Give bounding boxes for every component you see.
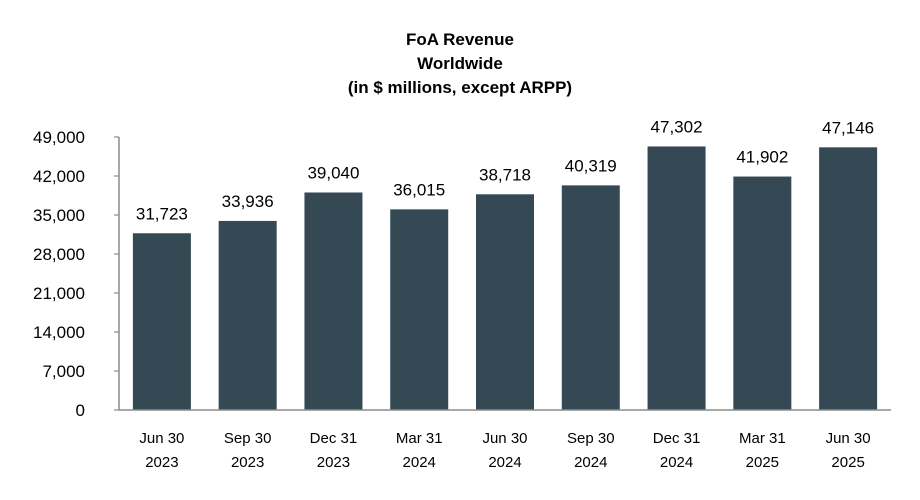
x-tick-label-line-2: 2024 xyxy=(403,454,436,471)
bar xyxy=(218,220,277,410)
x-tick-label-line-1: Jun 30 xyxy=(826,430,871,447)
x-tick-label-line-2: 2024 xyxy=(574,454,607,471)
x-tick-label-line-1: Jun 30 xyxy=(139,430,184,447)
x-tick-label-line-2: 2025 xyxy=(831,454,864,471)
x-tick-label-line-1: Sep 30 xyxy=(567,430,615,447)
x-tick-label-line-1: Sep 30 xyxy=(224,430,272,447)
bar-value-label: 40,319 xyxy=(565,156,617,175)
bar-value-label: 47,146 xyxy=(822,118,874,137)
bar-value-label: 31,723 xyxy=(136,204,188,223)
bar xyxy=(733,176,792,410)
chart-title-line-3: (in $ millions, except ARPP) xyxy=(347,78,573,97)
bar xyxy=(647,146,706,411)
chart-title: FoA Revenue Worldwide (in $ millions, ex… xyxy=(0,28,920,100)
y-tick-label: 0 xyxy=(76,401,85,420)
x-tick-label-line-2: 2024 xyxy=(488,454,521,471)
y-tick-label: 35,000 xyxy=(33,206,85,225)
y-tick-label: 49,000 xyxy=(33,128,85,147)
x-tick-label-line-1: Mar 31 xyxy=(739,430,786,447)
bar-value-label: 33,936 xyxy=(222,192,274,211)
x-tick-label-line-2: 2023 xyxy=(231,454,264,471)
bar-value-label: 36,015 xyxy=(393,180,445,199)
x-tick-label-line-2: 2025 xyxy=(746,454,779,471)
y-tick-label: 42,000 xyxy=(33,167,85,186)
bar xyxy=(304,192,363,410)
y-tick-label: 28,000 xyxy=(33,245,85,264)
x-tick-label-line-1: Dec 31 xyxy=(653,430,701,447)
bar-value-label: 39,040 xyxy=(307,163,359,182)
y-tick-label: 7,000 xyxy=(42,362,85,381)
y-tick-label: 21,000 xyxy=(33,284,85,303)
chart-title-line-1: FoA Revenue xyxy=(405,30,514,49)
bar xyxy=(476,194,534,410)
x-tick-label-line-2: 2023 xyxy=(145,454,178,471)
bar xyxy=(390,209,449,410)
bar-value-label: 47,302 xyxy=(651,117,703,136)
bar xyxy=(132,233,191,410)
bar-value-label: 38,718 xyxy=(479,165,531,184)
x-tick-label-line-2: 2023 xyxy=(317,454,350,471)
chart-title-line-2: Worldwide xyxy=(417,54,503,73)
y-tick-label: 14,000 xyxy=(33,323,85,342)
x-tick-label-line-1: Dec 31 xyxy=(310,430,358,447)
bar-value-label: 41,902 xyxy=(736,148,788,167)
bar xyxy=(819,147,878,411)
x-tick-label-line-1: Mar 31 xyxy=(396,430,443,447)
bar xyxy=(561,185,620,410)
x-tick-label-line-1: Jun 30 xyxy=(482,430,527,447)
x-tick-label-line-2: 2024 xyxy=(660,454,693,471)
